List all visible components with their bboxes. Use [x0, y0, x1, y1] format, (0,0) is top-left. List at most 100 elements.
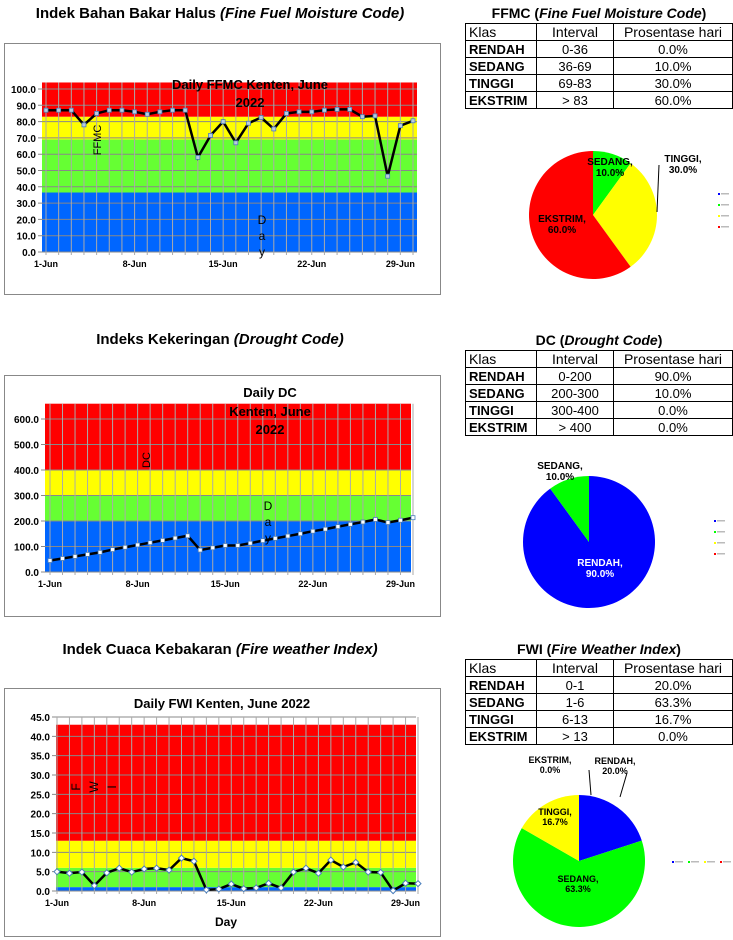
- table-cell: > 13: [536, 727, 614, 745]
- legend-text-ekstrim: [723, 861, 731, 863]
- pie-value: 60.0%: [548, 225, 576, 236]
- dc-class-table: Klas Interval Prosentase hari RENDAH 0-200 90…: [465, 350, 733, 436]
- legend-swatch: [720, 861, 722, 863]
- table-cell: Interval: [536, 659, 614, 677]
- pie-value: 10.0%: [546, 472, 574, 483]
- pie-value: 16.7%: [542, 817, 568, 827]
- legend-swatch: [714, 542, 716, 544]
- table-row: RENDAH 0-200 90.0%: [465, 367, 733, 385]
- table-row: EKSTRIM > 400 0.0%: [465, 418, 733, 436]
- table-cell: 300-400: [536, 401, 614, 419]
- table-cell: 69-83: [536, 74, 614, 92]
- legend-text-ekstrim: [717, 553, 725, 555]
- table-row: EKSTRIM > 13 0.0%: [465, 727, 733, 745]
- legend-text-sedang: [691, 861, 699, 863]
- table-cell: 6-13: [536, 710, 614, 728]
- table-cell: Prosentase hari: [613, 659, 733, 677]
- ffmc-heading: Indek Bahan Bakar Halus (Fine Fuel Moist…: [20, 5, 420, 22]
- table-cell: 0.0%: [613, 418, 733, 436]
- legend-swatch: [714, 553, 716, 555]
- pie-value: 90.0%: [586, 569, 614, 580]
- pie-label: EKSTRIM,: [528, 755, 571, 765]
- te: ): [676, 641, 681, 657]
- fwi-chart-frame: [4, 688, 441, 937]
- table-cell: EKSTRIM: [465, 418, 537, 436]
- table-cell: SEDANG: [465, 384, 537, 402]
- legend-text-rendah: [675, 861, 683, 863]
- legend-text-sedang: [717, 531, 725, 533]
- t: FFMC (: [491, 5, 540, 21]
- table-cell: EKSTRIM: [465, 91, 537, 109]
- pie-label: TINGGI,: [664, 154, 701, 165]
- heading-text: Indek Bahan Bakar Halus: [35, 5, 221, 22]
- table-header-row: Klas Interval Prosentase hari: [465, 350, 733, 368]
- heading-text: Indek Cuaca Kebakaran: [62, 641, 236, 658]
- pie-leader-line: [656, 164, 660, 213]
- table-cell: 200-300: [536, 384, 614, 402]
- pie-label: EKSTRIM,: [538, 214, 586, 225]
- fwi-class-table: Klas Interval Prosentase hari RENDAH 0-1 20.0…: [465, 659, 733, 745]
- pie-label: SEDANG,: [537, 461, 583, 472]
- legend-text-sedang: [721, 204, 729, 206]
- pie-leader-line: [588, 769, 592, 796]
- t: DC (: [535, 332, 565, 348]
- table-cell: > 400: [536, 418, 614, 436]
- table-row: SEDANG 200-300 10.0%: [465, 384, 733, 402]
- table-cell: RENDAH: [465, 676, 537, 694]
- legend-swatch: [718, 215, 720, 217]
- t: FWI (: [517, 641, 552, 657]
- table-cell: 20.0%: [613, 676, 733, 694]
- table-cell: Klas: [465, 23, 537, 41]
- dc-chart-frame: [4, 375, 441, 617]
- table-cell: 63.3%: [613, 693, 733, 711]
- table-cell: 10.0%: [613, 57, 733, 75]
- table-cell: Klas: [465, 350, 537, 368]
- table-cell: RENDAH: [465, 40, 537, 58]
- pie-label: RENDAH,: [594, 756, 635, 766]
- pie-value: 30.0%: [669, 165, 697, 176]
- table-row: EKSTRIM > 83 60.0%: [465, 91, 733, 109]
- table-row: TINGGI 300-400 0.0%: [465, 401, 733, 419]
- ti: Fine Fuel Moisture Code: [539, 5, 702, 21]
- table-cell: 60.0%: [613, 91, 733, 109]
- table-row: SEDANG 36-69 10.0%: [465, 57, 733, 75]
- table-cell: TINGGI: [465, 74, 537, 92]
- pie-slice-sedang: [550, 476, 589, 542]
- pie-value: 63.3%: [565, 884, 591, 894]
- table-cell: TINGGI: [465, 710, 537, 728]
- table-cell: 0.0%: [613, 401, 733, 419]
- table-cell: 0-1: [536, 676, 614, 694]
- table-cell: > 83: [536, 91, 614, 109]
- pie-slice-sedang: [593, 151, 631, 215]
- table-cell: Interval: [536, 350, 614, 368]
- ti: Drought Code: [564, 332, 658, 348]
- table-cell: 0-36: [536, 40, 614, 58]
- pie-label: RENDAH,: [577, 558, 623, 569]
- table-row: TINGGI 6-13 16.7%: [465, 710, 733, 728]
- table-row: SEDANG 1-6 63.3%: [465, 693, 733, 711]
- table-row: RENDAH 0-1 20.0%: [465, 676, 733, 694]
- table-cell: 1-6: [536, 693, 614, 711]
- table-row: TINGGI 69-83 30.0%: [465, 74, 733, 92]
- table-cell: SEDANG: [465, 693, 537, 711]
- legend-text-rendah: [721, 193, 729, 195]
- heading-italic: (Fire weather Index): [235, 641, 378, 658]
- pie-slice-tinggi: [593, 163, 658, 267]
- table-header-row: Klas Interval Prosentase hari: [465, 659, 733, 677]
- pie-label: SEDANG,: [557, 874, 598, 884]
- table-cell: EKSTRIM: [465, 727, 537, 745]
- table-cell: 90.0%: [613, 367, 733, 385]
- legend-swatch: [672, 861, 674, 863]
- te: ): [701, 5, 707, 21]
- legend-swatch: [714, 531, 716, 533]
- legend-text-rendah: [717, 520, 725, 522]
- pie-value: 10.0%: [596, 168, 624, 179]
- pie-value: 0.0%: [540, 765, 561, 775]
- legend-swatch: [688, 861, 690, 863]
- heading-italic: (Fine Fuel Moisture Code): [220, 5, 405, 22]
- pie-value: 20.0%: [602, 766, 628, 776]
- te: ): [657, 332, 663, 348]
- ffmc-chart-frame: [4, 43, 441, 295]
- table-cell: 10.0%: [613, 384, 733, 402]
- table-cell: Interval: [536, 23, 614, 41]
